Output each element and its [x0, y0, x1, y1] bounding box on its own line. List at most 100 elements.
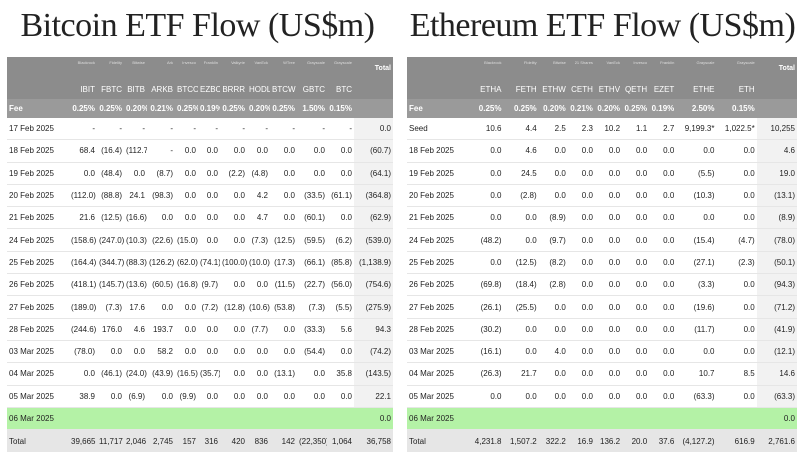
- table-cell: 0.0: [97, 385, 124, 408]
- table-row: 17 Feb 2025- - - - - - - - - - -0.0: [7, 118, 393, 141]
- bitcoin-etf-panel: Bitcoin ETF Flow (US$m) Blackrock Fidelit…: [0, 0, 395, 452]
- table-cell: (7.2): [198, 295, 220, 319]
- table-cell: 0.0: [649, 251, 677, 275]
- table-cell: (13.1): [756, 184, 797, 208]
- table-cell: 27 Feb 2025: [7, 295, 69, 319]
- table-cell: 0.0: [354, 118, 393, 141]
- table-cell: (4,127.2): [676, 429, 717, 452]
- issuer-header-row: Blackrock Fidelity Bitwise Ark Invesco Frankl…: [7, 57, 393, 80]
- table-cell: [270, 407, 297, 431]
- table-cell: 0.0: [198, 184, 220, 208]
- table-row: 25 Feb 2025 0.0 (12.5) (8.2) 0.0 0.0 0.0 0.0 (27…: [407, 251, 797, 275]
- table-cell: (33.3): [297, 318, 327, 341]
- table-cell: [147, 407, 175, 431]
- table-cell: 05 Mar 2025: [7, 385, 69, 408]
- table-cell: (145.7): [97, 273, 124, 297]
- table-cell: 0.0: [198, 228, 220, 252]
- table-cell: 0.0: [594, 318, 623, 341]
- table-cell: 0.0: [622, 206, 650, 230]
- table-cell: -: [327, 118, 354, 141]
- table-cell: 20 Feb 2025: [7, 184, 69, 208]
- table-cell: 0.25%: [220, 99, 247, 118]
- table-cell: 0.0: [622, 340, 650, 364]
- table-cell: 0.25%: [175, 99, 198, 118]
- table-cell: 1.50%: [297, 99, 327, 118]
- table-cell: -: [175, 118, 198, 141]
- table-cell: ETHW: [538, 80, 568, 99]
- table-cell: (8.9): [538, 206, 568, 230]
- table-cell: (78.0): [756, 228, 797, 252]
- table-cell: 1,507.2: [503, 429, 539, 452]
- table-cell: (5.5): [327, 295, 354, 319]
- table-cell: 0.0: [175, 295, 198, 319]
- table-cell: 0.0: [622, 228, 650, 252]
- table-cell: (61.1): [327, 184, 354, 208]
- table-cell: 24.1: [124, 184, 147, 208]
- table-cell: (2.3): [716, 251, 757, 275]
- table-cell: [538, 407, 568, 431]
- ticker-header-row: IBIT FBTC BITB ARKB BTCO EZBC BRRR HODL BTCW GBTC…: [7, 80, 393, 99]
- total-row: Total 39,665 11,717 2,046 2,745 157 316 420 836 1…: [7, 429, 393, 452]
- table-cell: [503, 407, 539, 431]
- table-row: 25 Feb 2025 (164.4) (344.7) (88.3) (126.2) (6…: [7, 251, 393, 275]
- table-cell: 0.0: [567, 162, 595, 185]
- table-cell: (364.8): [354, 184, 393, 208]
- table-cell: 0.0: [503, 340, 539, 364]
- table-cell: 0.0: [327, 162, 354, 185]
- table-cell: 0.0: [220, 206, 247, 230]
- table-cell: 0.25%: [270, 99, 297, 118]
- table-cell: BITB: [124, 80, 147, 99]
- table-cell: (69.8): [465, 273, 504, 297]
- table-cell: (12.5): [97, 206, 124, 230]
- table-row: 06 Mar 2025 0.0: [7, 407, 393, 431]
- table-cell: 0.0: [354, 407, 393, 431]
- table-cell: -: [198, 118, 220, 141]
- table-cell: 0.19%: [649, 99, 677, 118]
- table-cell: 0.0: [594, 139, 623, 163]
- table-row: 18 Feb 202568.4(16.4)(112.7)-0.00.00.00.…: [7, 139, 393, 163]
- table-cell: 0.0: [594, 184, 623, 208]
- table-cell: 0.21%: [147, 99, 175, 118]
- table-cell: 36,758: [354, 429, 393, 452]
- table-cell: (7.3): [247, 228, 270, 252]
- table-cell: 0.0: [567, 362, 595, 386]
- table-row: 26 Feb 2025 (418.1) (145.7) (13.6) (60.5) (16…: [7, 273, 393, 297]
- table-cell: 0.0: [220, 340, 247, 364]
- table-cell: (16.8): [175, 273, 198, 297]
- table-cell: 0.0: [594, 162, 623, 185]
- table-cell: 24 Feb 2025: [7, 228, 69, 252]
- table-cell: 68.4: [69, 139, 97, 163]
- table-cell: (11.5): [270, 273, 297, 297]
- table-cell: (2.2): [220, 162, 247, 185]
- table-cell: 0.0: [97, 340, 124, 364]
- table-cell: 0.0: [538, 162, 568, 185]
- table-cell: Franklin: [198, 57, 220, 80]
- table-cell: Grayscale: [676, 57, 717, 80]
- table-cell: (60.5): [147, 273, 175, 297]
- table-cell: 22.1: [354, 385, 393, 408]
- table-cell: 0.0: [198, 206, 220, 230]
- table-cell: 2.5: [538, 118, 568, 141]
- table-cell: (18.4): [503, 273, 539, 297]
- table-row: 03 Mar 2025 (78.0) 0.0 0.0 58.2 0.0 0.0 0.0 0.0 0…: [7, 340, 393, 364]
- table-cell: 0.0: [465, 162, 504, 185]
- table-row: 21 Feb 2025 0.0 0.0 (8.9) 0.0 0.0 0.0 0.0 0.0 0.0…: [407, 206, 797, 230]
- table-cell: 0.0: [716, 139, 757, 163]
- table-cell: (12.1): [756, 340, 797, 364]
- table-cell: 0.0: [327, 340, 354, 364]
- table-cell: WTree: [270, 57, 297, 80]
- table-cell: [716, 407, 757, 431]
- table-cell: (8.9): [756, 206, 797, 230]
- table-cell: (30.2): [465, 318, 504, 341]
- table-cell: 0.0: [594, 295, 623, 319]
- table-cell: 0.0: [538, 184, 568, 208]
- table-cell: [97, 407, 124, 431]
- table-cell: (25.5): [503, 295, 539, 319]
- table-cell: 0.0: [465, 184, 504, 208]
- table-cell: 0.0: [622, 295, 650, 319]
- table-cell: [465, 407, 504, 431]
- table-cell: (56.0): [327, 273, 354, 297]
- table-cell: 1,064: [327, 429, 354, 452]
- table-cell: FETH: [503, 80, 539, 99]
- table-cell: Franklin: [649, 57, 677, 80]
